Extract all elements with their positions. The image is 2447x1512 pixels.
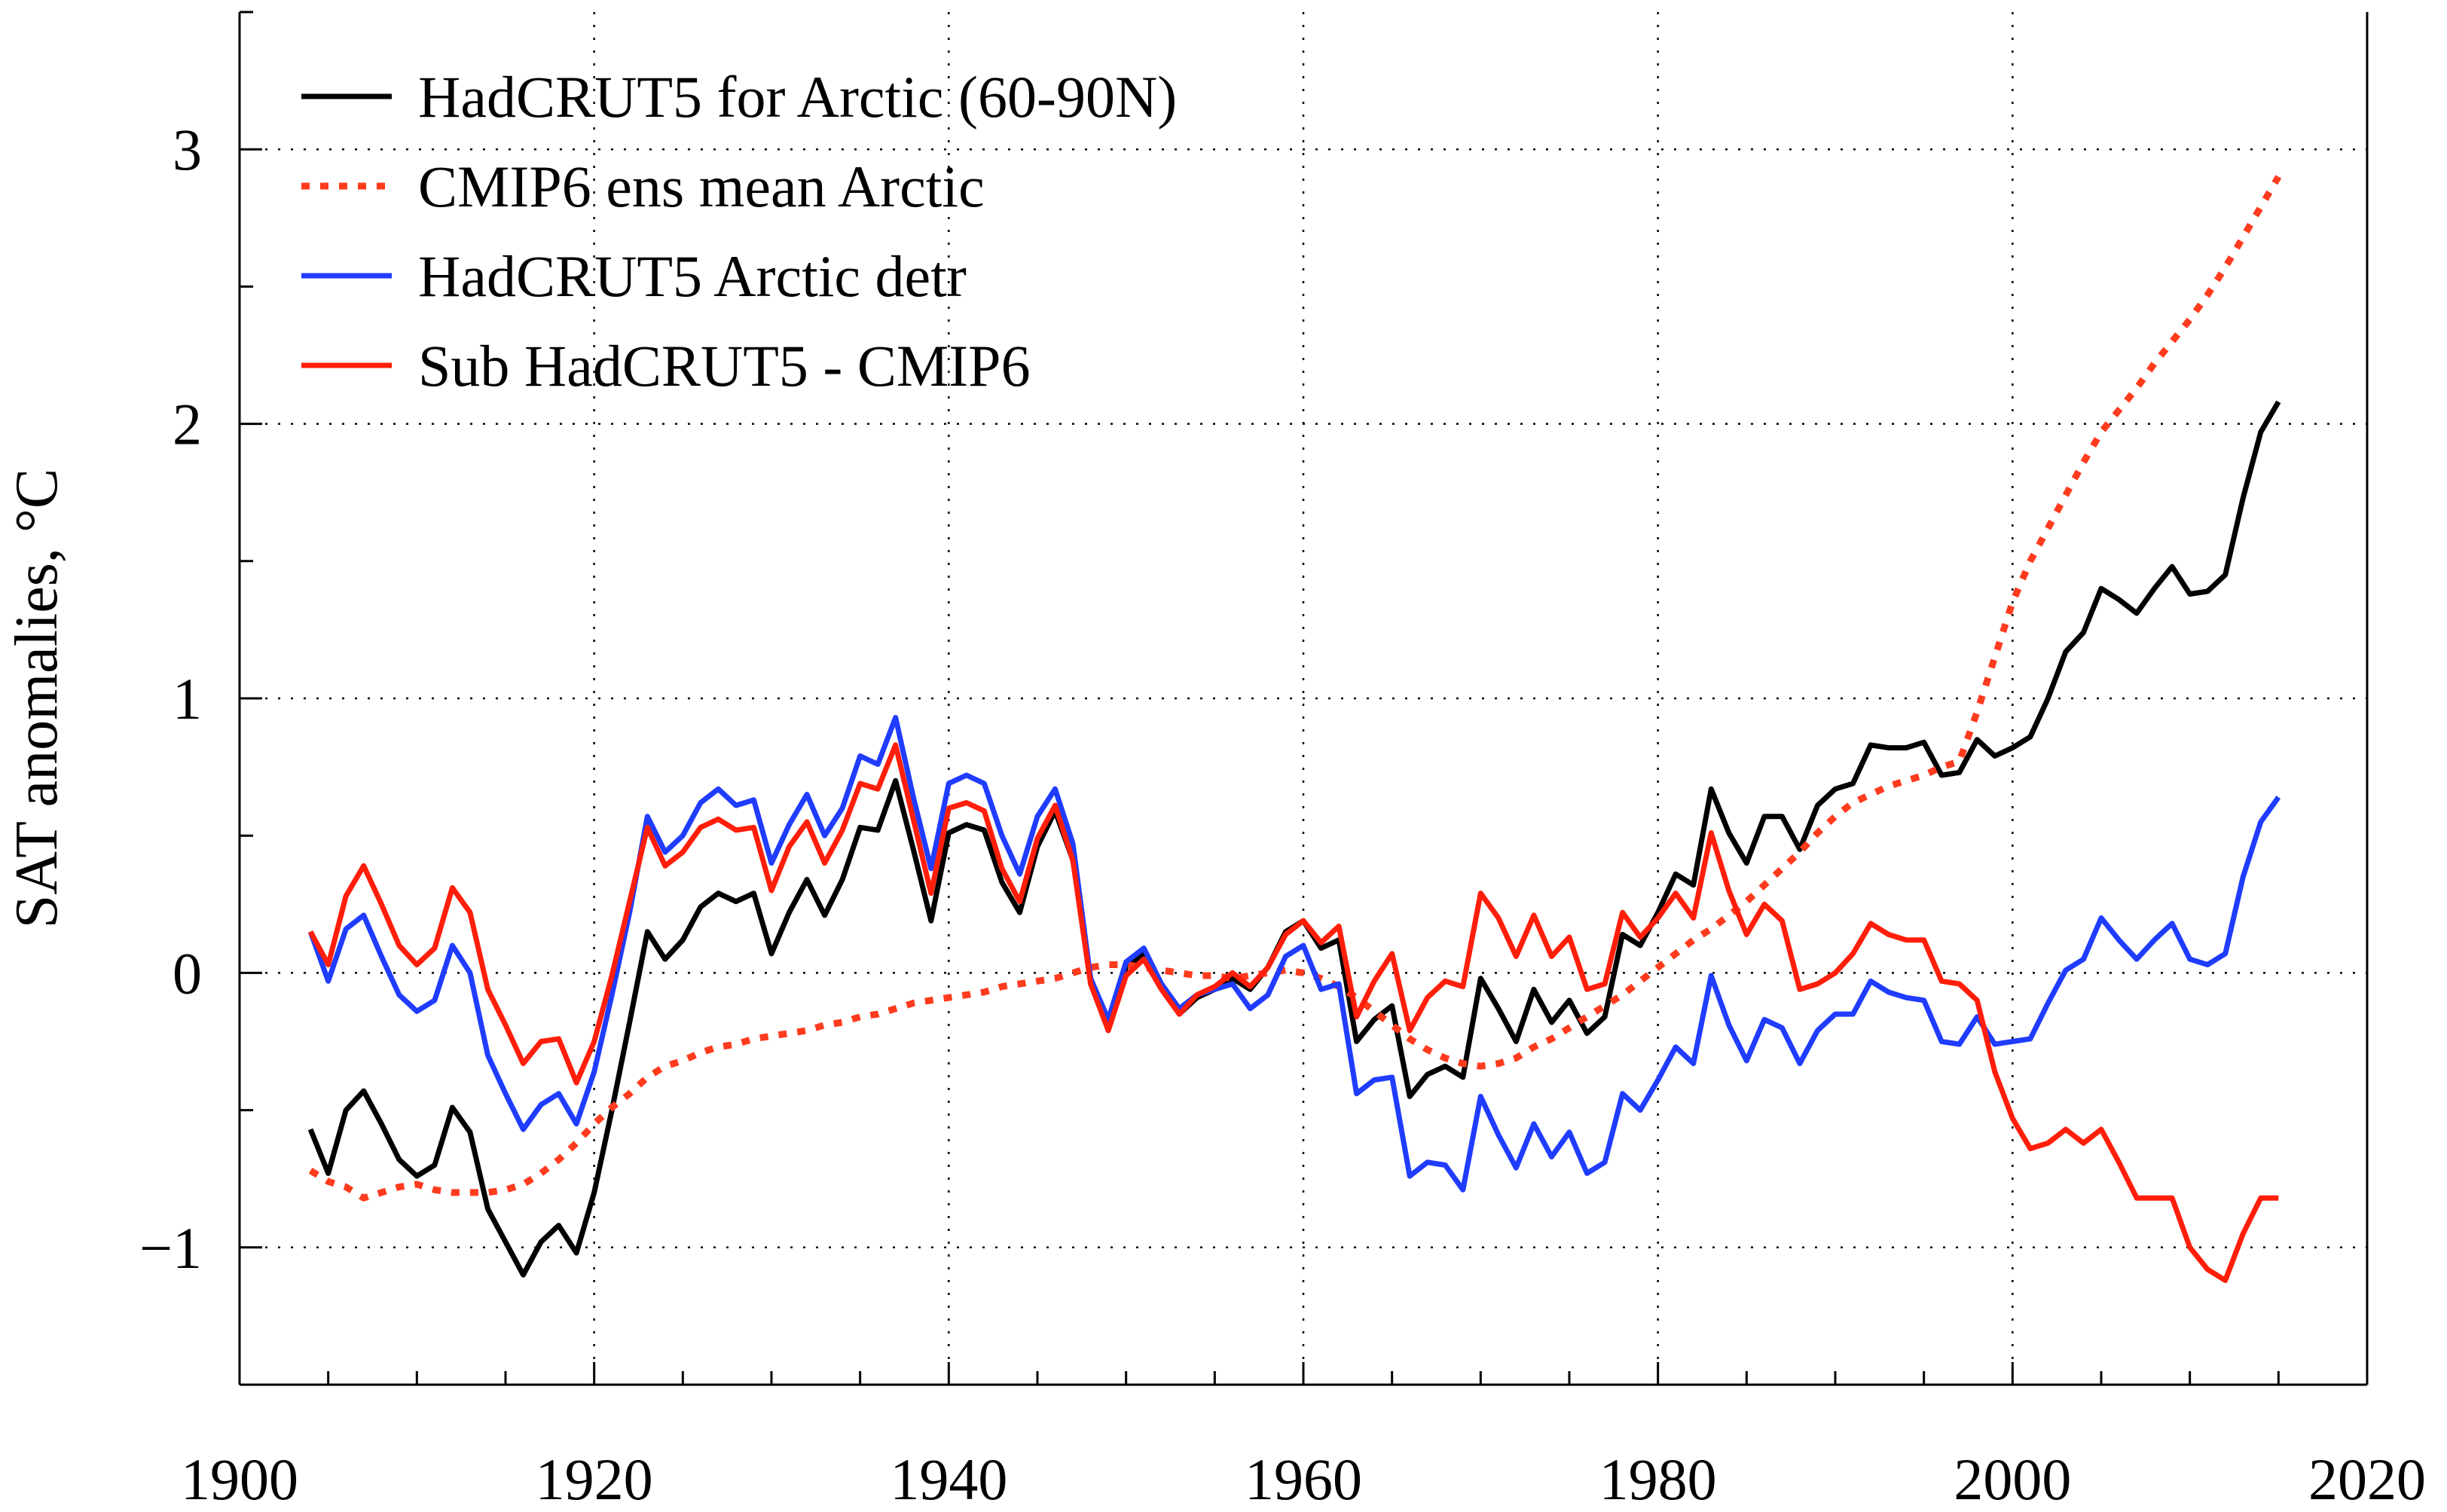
legend-label-4: Sub HadCRUT5 - CMIP6 [418, 333, 1031, 399]
legend-label-2: CMIP6 ens mean Arctic [418, 154, 985, 219]
x-tick-label: 1940 [890, 1446, 1007, 1512]
x-tick-label: 1980 [1599, 1446, 1717, 1512]
x-tick-label: 1920 [536, 1446, 653, 1512]
series-line-1 [307, 400, 2281, 1278]
series-line-3 [307, 715, 2281, 1193]
x-tick-label: 2020 [2308, 1446, 2426, 1512]
legend: HadCRUT5 for Arctic (60-90N) CMIP6 ens me… [301, 64, 1177, 399]
legend-label-1: HadCRUT5 for Arctic (60-90N) [418, 64, 1177, 130]
series-line-4 [308, 742, 2279, 1283]
axes: 1900 1920 1940 1960 1980 2000 2020 −1 0 1 2 3 [139, 11, 2426, 1512]
series-line-2 [308, 175, 2282, 1202]
x-tick-label: 1960 [1245, 1446, 1362, 1512]
y-tick-label: −1 [139, 1215, 202, 1281]
y-tick-label: 1 [173, 666, 202, 732]
y-axis-title: SAT anomalies, °C [4, 469, 70, 929]
x-tick-label: 1900 [181, 1446, 298, 1512]
y-tick-label: 0 [173, 940, 202, 1006]
y-tick-label: 2 [173, 392, 202, 457]
y-tick-label: 3 [173, 117, 202, 182]
x-tick-label: 2000 [1954, 1446, 2071, 1512]
legend-label-3: HadCRUT5 Arctic detr [418, 243, 967, 309]
series-lines [307, 175, 2282, 1283]
